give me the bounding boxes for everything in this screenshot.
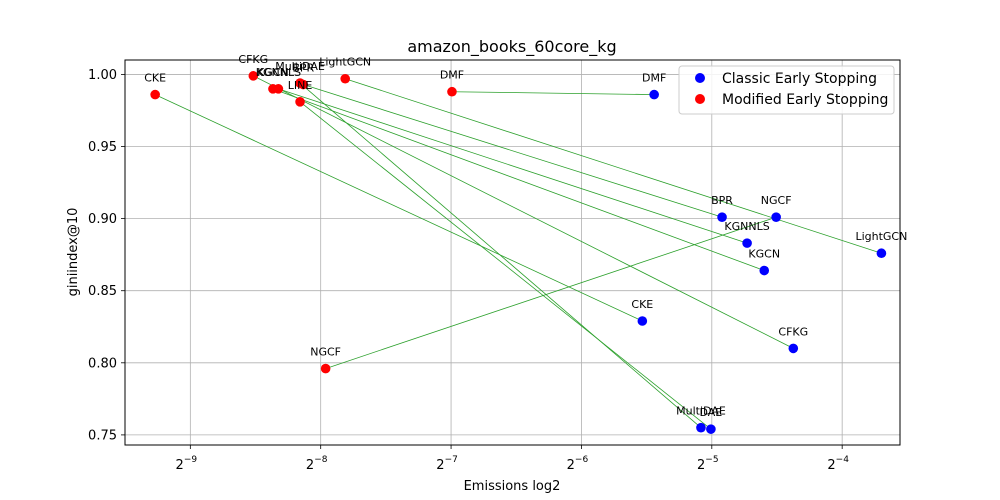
point-label-classic: BPR xyxy=(711,194,733,207)
point-label-classic: CKE xyxy=(631,298,653,311)
legend-marker-classic xyxy=(695,73,705,83)
point-label-classic: DAE xyxy=(700,406,723,419)
data-point-classic xyxy=(742,238,752,248)
data-point-classic xyxy=(771,212,781,222)
point-label-modified: BPR xyxy=(292,62,314,75)
x-tick-base: 2 xyxy=(697,458,705,473)
legend-marker-modified xyxy=(695,94,705,104)
legend: Classic Early Stopping Modified Early St… xyxy=(678,65,895,115)
point-label-modified: KGNNLS xyxy=(256,66,301,79)
connector-line xyxy=(451,91,655,96)
data-point-classic xyxy=(788,343,799,354)
x-tick-base: 2 xyxy=(176,458,184,473)
x-tick-exponent: −6 xyxy=(575,455,589,465)
x-tick-label: 2−6 xyxy=(567,455,589,473)
plot-frame xyxy=(124,59,901,446)
point-label-modified: CKE xyxy=(144,72,166,85)
data-point-classic xyxy=(717,212,727,222)
data-point-modified xyxy=(150,89,160,100)
legend-label-modified: Modified Early Stopping xyxy=(722,92,888,108)
x-tick-label: 2−4 xyxy=(827,455,849,473)
connector-line xyxy=(299,101,712,430)
x-tick-label: 2−5 xyxy=(697,455,719,473)
x-tick-base: 2 xyxy=(306,458,314,473)
point-label-classic: CFKG xyxy=(778,325,808,338)
point-label-classic: KGCN xyxy=(748,248,780,261)
data-points xyxy=(150,71,887,434)
point-label-modified: CFKG xyxy=(238,53,268,66)
x-tick-exponent: −8 xyxy=(314,455,328,465)
x-tick-base: 2 xyxy=(436,458,444,473)
axis-ticks: 2−9 2−8 2−7 2−6 2−5 2−40.750.800.850.900.951.… xyxy=(88,68,849,473)
point-label-classic: NGCF xyxy=(761,194,792,207)
x-tick-exponent: −7 xyxy=(445,455,458,465)
point-label-classic: LightGCN xyxy=(855,230,907,243)
y-tick-label: 0.95 xyxy=(88,140,117,155)
legend-label-classic: Classic Early Stopping xyxy=(722,71,877,87)
connector-line xyxy=(299,82,702,428)
point-label-modified: MultiDAE xyxy=(275,60,325,73)
data-point-classic xyxy=(637,316,648,326)
data-point-modified xyxy=(320,363,331,374)
legend-box xyxy=(678,65,895,115)
data-point-modified xyxy=(298,79,309,90)
x-tick-exponent: −5 xyxy=(705,455,718,465)
data-point-classic xyxy=(759,265,770,276)
data-point-modified xyxy=(273,84,284,94)
y-tick-label: 0.90 xyxy=(88,212,117,227)
data-point-modified xyxy=(447,86,457,97)
y-tick-label: 0.85 xyxy=(88,284,117,299)
x-tick-base: 2 xyxy=(827,458,835,473)
connector-line xyxy=(345,78,882,254)
y-tick-label: 0.75 xyxy=(88,428,117,443)
connector-line xyxy=(325,216,777,369)
x-tick-exponent: −4 xyxy=(836,455,850,465)
y-axis-label: giniindex@10 xyxy=(66,208,81,297)
point-label-modified: LightGCN xyxy=(319,56,371,69)
x-tick-label: 2−8 xyxy=(306,455,328,473)
connector-line xyxy=(154,94,643,322)
data-point-modified xyxy=(248,71,259,81)
point-label-modified: NGCF xyxy=(310,346,341,359)
data-point-modified xyxy=(295,97,305,107)
data-point-classic xyxy=(706,424,716,434)
chart-title: amazon_books_60core_kg xyxy=(407,37,616,57)
data-point-classic xyxy=(696,422,706,433)
connector-line xyxy=(272,88,765,271)
x-tick-label: 2−9 xyxy=(176,455,198,473)
data-point-classic xyxy=(876,248,887,259)
x-tick-base: 2 xyxy=(567,458,575,473)
y-tick-label: 1.00 xyxy=(88,68,117,83)
point-label-classic: KGNNLS xyxy=(724,220,769,233)
point-label-modified: DMF xyxy=(440,69,464,82)
x-axis-label: Emissions log2 xyxy=(464,479,561,494)
connector-line xyxy=(303,84,723,218)
data-point-classic xyxy=(649,89,659,100)
connector-lines xyxy=(154,75,882,430)
point-label-classic: DMF xyxy=(642,72,666,85)
connector-line xyxy=(253,75,794,349)
y-tick-label: 0.80 xyxy=(88,356,117,371)
data-point-modified xyxy=(340,73,351,84)
point-label-classic: MultiDAE xyxy=(676,405,726,418)
point-label-modified: KGCN xyxy=(257,66,289,79)
x-tick-label: 2−7 xyxy=(436,455,458,473)
connector-line xyxy=(278,88,748,244)
x-tick-exponent: −9 xyxy=(184,455,198,465)
point-label-modified: LINE xyxy=(288,79,313,92)
